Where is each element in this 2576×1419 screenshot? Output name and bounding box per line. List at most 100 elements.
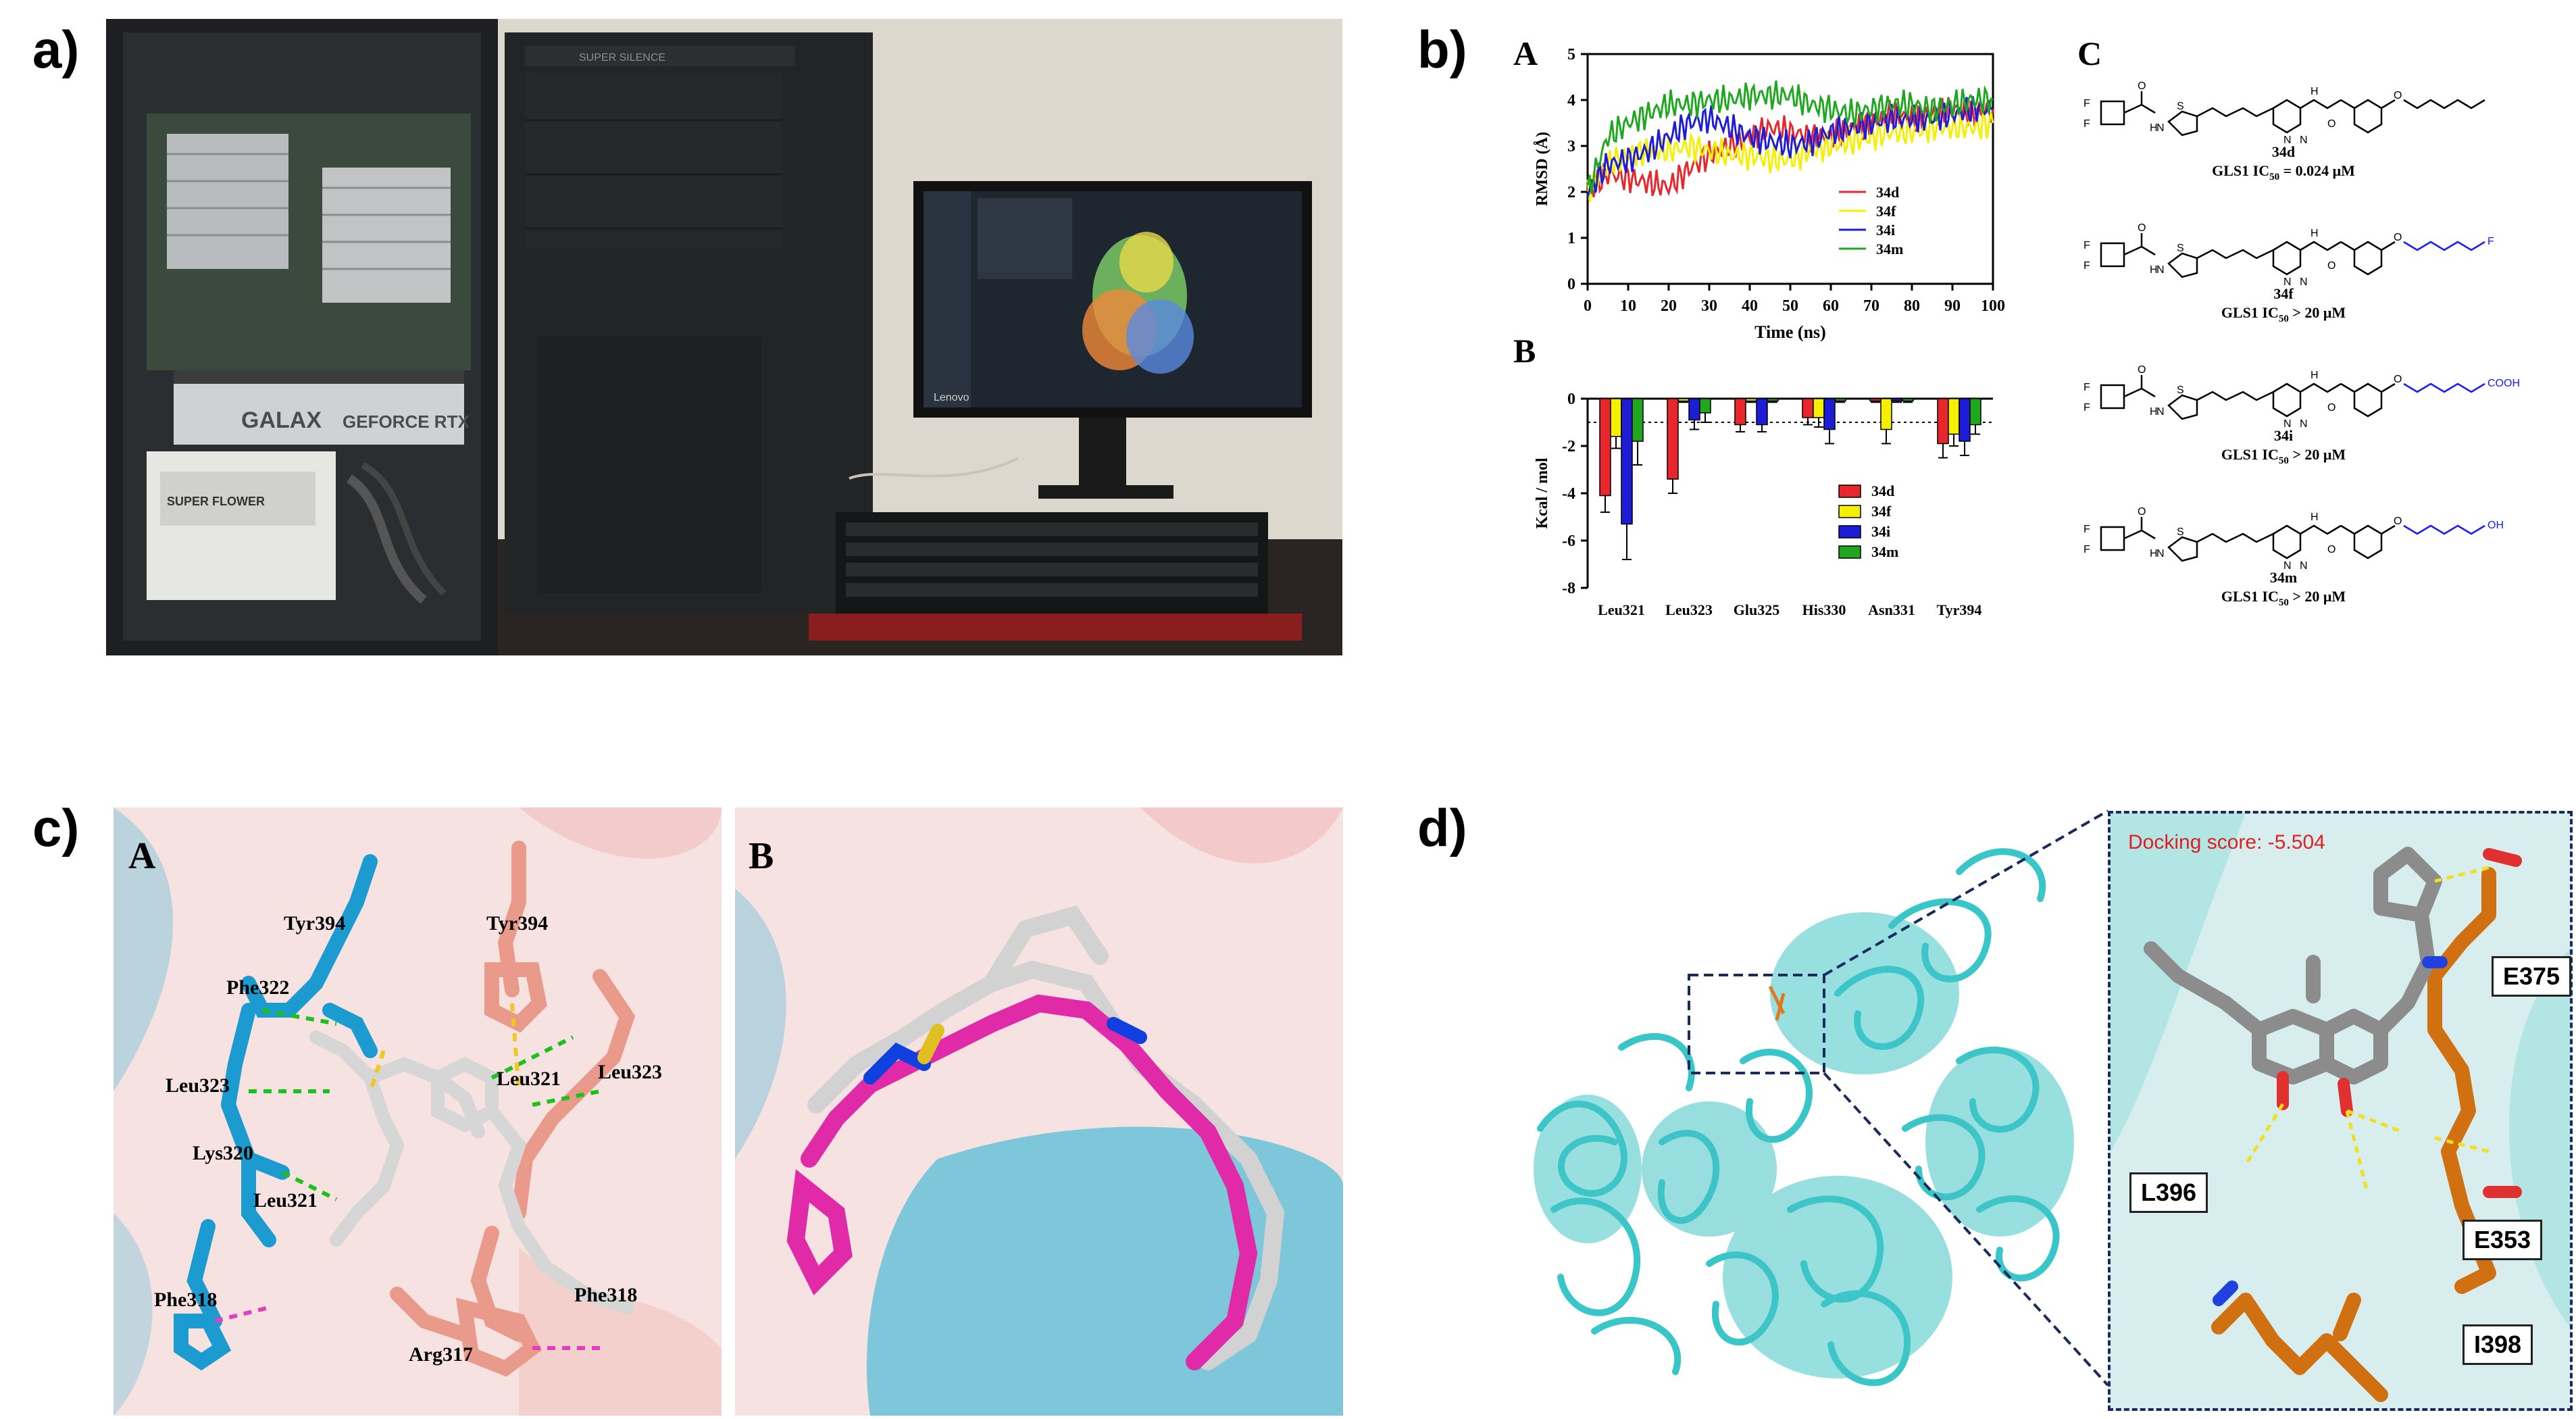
zoom-region-box [1688, 974, 1825, 1074]
cyclobutane-ring [2100, 242, 2125, 268]
atom-label: N [2300, 276, 2308, 288]
atom-label: H [2150, 264, 2158, 276]
x-tick-label: 80 [1904, 297, 1920, 315]
bond [2123, 245, 2156, 256]
compound-name: 34d [2272, 143, 2295, 160]
cyclobutane-ring [2100, 384, 2125, 409]
x-tick-label: 20 [1661, 297, 1677, 315]
atom-label: O [2138, 506, 2146, 518]
tail-group-label: F [2487, 236, 2494, 247]
benzene-ring [2353, 99, 2383, 134]
protein-cartoon [1534, 810, 2109, 1387]
bar-34f-Tyr394 [1948, 398, 1960, 435]
y-tick-label: -8 [1562, 580, 1575, 597]
bar-34f-His330 [1813, 398, 1825, 418]
rmsd-series-34m [1586, 80, 1994, 195]
atom-label: H [2310, 228, 2319, 239]
legend-swatch [1838, 484, 1861, 498]
atom-label: N [2156, 122, 2165, 134]
y-axis-label: RMSD (Å) [1534, 132, 1551, 206]
atom-label: O [2327, 118, 2335, 130]
compound-activity: GLS1 IC50 = 0.024 μM [2212, 162, 2355, 182]
bond [2381, 524, 2396, 535]
y-tick-label: 0 [1567, 276, 1575, 293]
bar-34d-His330 [1802, 398, 1814, 418]
bar-34f-Asn331 [1880, 398, 1892, 430]
residue-label: Phe318 [154, 1289, 218, 1311]
compound-activity: GLS1 IC50 > 20 μM [2221, 588, 2346, 608]
atom-label: N [2283, 418, 2292, 430]
x-tick-label: 70 [1863, 297, 1879, 315]
tail-group-label: OH [2487, 520, 2504, 531]
atom-label: F [2083, 240, 2090, 251]
cpu-cooler-2 [322, 168, 451, 303]
compound-activity: GLS1 IC50 > 20 μM [2221, 304, 2346, 324]
bond [2403, 382, 2485, 393]
residue-label: Leu321 [497, 1068, 561, 1090]
docking-pose-illustration [2111, 814, 2570, 1408]
legend-swatch [1838, 505, 1861, 518]
legend-label: 34f [1871, 503, 1892, 520]
bar-34i-Leu321 [1621, 398, 1633, 525]
bond [2196, 391, 2274, 401]
benzene-ring [2353, 241, 2383, 276]
bond [2340, 99, 2355, 109]
atom-label: O [2394, 232, 2402, 243]
rmsd-plot-frame [1586, 53, 1994, 285]
bar-34i-Asn331 [1891, 398, 1903, 402]
panel-b-sub-c: C [2077, 34, 2102, 72]
tail-group-label: COOH [2487, 378, 2520, 389]
pyridazine-ring [2272, 99, 2302, 134]
x-tick-label: 90 [1944, 297, 1961, 315]
residue-label: Leu323 [166, 1074, 230, 1097]
bond [2196, 249, 2274, 259]
bar-34m-His330 [1834, 398, 1846, 402]
compound-name: 34i [2274, 427, 2293, 444]
x-tick-label: 50 [1782, 297, 1798, 315]
atom-label: S [2177, 384, 2184, 396]
bar-34f-Leu323 [1677, 398, 1690, 402]
y-axis-label: Kcal / mol [1534, 457, 1551, 529]
residue-label-e353: E353 [2463, 1220, 2543, 1260]
panel-c-label: c) [32, 798, 80, 857]
atom-label: N [2283, 276, 2292, 288]
atom-label: O [2394, 90, 2402, 101]
rmsd-chart: 0 10 20 30 40 50 60 70 80 90 100 0 1 2 3 4 5 Time (ns) RMS… [1534, 46, 2005, 342]
y-tick-label: -6 [1562, 532, 1575, 550]
compound-name: 34m [2270, 569, 2297, 586]
atom-label: F [2083, 98, 2090, 109]
bar-34i-Leu323 [1688, 398, 1700, 421]
legend-label: 34i [1876, 222, 1895, 239]
x-tick-label: 10 [1620, 297, 1636, 315]
compound-activity: GLS1 IC50 > 20 μM [2221, 446, 2346, 466]
y-tick-label: 0 [1567, 391, 1575, 408]
atom-label: O [2138, 80, 2146, 92]
atom-label: N [2283, 134, 2292, 146]
gpu-brand-text: GALAX [241, 407, 322, 433]
x-tick-label: 100 [1981, 297, 2005, 315]
binding-pose-a [113, 807, 722, 1416]
bond [2403, 241, 2485, 251]
panel-d-label: d) [1417, 798, 1467, 857]
bond [2300, 382, 2342, 393]
atom-label: O [2394, 516, 2402, 527]
bar-34m-Leu323 [1699, 398, 1711, 414]
panel-b-label: b) [1417, 20, 1467, 79]
atom-label: N [2283, 560, 2292, 572]
bond [2123, 103, 2156, 114]
bar-34d-Asn331 [1869, 398, 1882, 402]
atom-label: H [2310, 370, 2319, 381]
thiadiazole-ring [2167, 536, 2198, 562]
y-tick-label: 1 [1567, 230, 1575, 247]
bond [2300, 524, 2342, 535]
bar-34d-Glu325 [1734, 398, 1746, 426]
y-tick-label: 4 [1567, 92, 1575, 109]
cyclobutane-ring [2100, 526, 2125, 551]
atom-label: O [2138, 364, 2146, 376]
category-label: His330 [1802, 601, 1846, 618]
atom-label: S [2177, 101, 2184, 112]
category-label: Glu325 [1734, 601, 1779, 618]
atom-label: F [2083, 118, 2090, 130]
panel-b-sub-a: A [1513, 34, 1538, 72]
pyridazine-ring [2272, 382, 2302, 418]
